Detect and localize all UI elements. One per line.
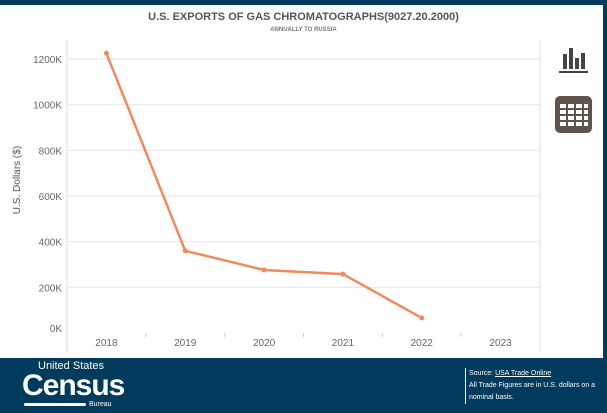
logo-census: Census <box>22 369 125 402</box>
series-line <box>105 52 423 320</box>
x-tick-label: 2023 <box>489 338 512 349</box>
data-point <box>103 50 109 56</box>
right-border <box>603 0 607 413</box>
data-point <box>419 315 425 321</box>
data-point <box>182 248 188 254</box>
logo-bureau: Bureau <box>89 401 112 408</box>
line-chart: 0K 200K 400K 600K 800K 1000K 1200K 2018 2019 2020… <box>33 40 541 352</box>
source-line: Source: USA Trade Online <box>469 368 604 380</box>
data-point <box>261 267 267 273</box>
logo-underline <box>24 403 86 406</box>
chart-subtitle: ANNUALLY TO RUSSIA <box>270 27 337 33</box>
x-tick-label: 2018 <box>95 338 118 349</box>
footer: United States Census Bureau Source: USA … <box>0 358 607 413</box>
y-tick-label: 800K <box>39 146 63 157</box>
bar-chart-icon[interactable] <box>558 46 588 79</box>
x-tick-label: 2020 <box>253 338 276 349</box>
y-tick-label: 0K <box>50 324 63 335</box>
source-note: Source: USA Trade Online All Trade Figur… <box>465 368 604 404</box>
y-tick-label: 200K <box>39 283 63 294</box>
x-tick-label: 2021 <box>332 338 355 349</box>
logo-united-states: United States <box>38 360 105 372</box>
x-tick-label: 2022 <box>411 338 434 349</box>
x-tick-label: 2019 <box>174 338 197 349</box>
y-tick-label: 1000K <box>33 101 62 112</box>
y-tick-label: 400K <box>39 238 63 249</box>
table-icon[interactable] <box>555 96 592 138</box>
chart-title: U.S. EXPORTS OF GAS CHROMATOGRAPHS(9027.… <box>148 11 459 23</box>
y-tick-label: 1200K <box>33 55 62 66</box>
dollar-note: All Trade Figures are in U.S. dollars on… <box>469 382 596 401</box>
source-link[interactable]: USA Trade Online <box>495 370 552 377</box>
top-bar <box>0 0 607 5</box>
data-point <box>340 271 346 277</box>
source-label: Source: <box>469 370 494 377</box>
y-tick-label: 600K <box>39 192 63 203</box>
